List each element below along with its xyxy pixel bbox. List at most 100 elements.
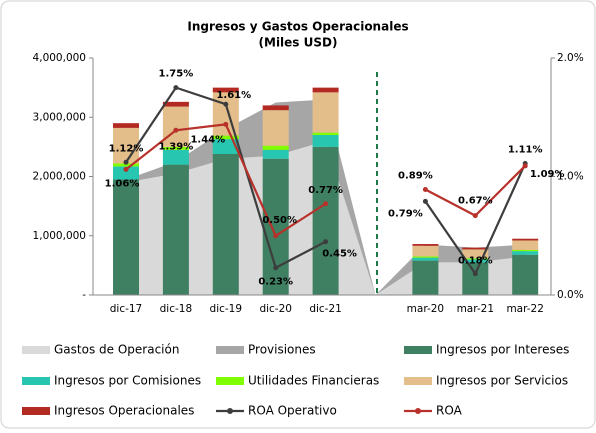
bar [212,135,239,140]
bar [312,146,339,295]
bar [512,251,539,255]
legend-label: ROA [436,404,463,418]
bar [212,92,239,136]
bar [262,110,289,146]
bar [312,92,339,133]
legend-swatch [22,377,50,385]
point [223,101,229,107]
legend-label: Utilidades Financieras [248,374,379,388]
bar [462,262,489,295]
data-label: 1.39% [159,141,194,152]
y2-tick-label: 2.0% [557,52,584,64]
bar [162,164,189,295]
y2-tick-label: 1.0% [557,171,584,183]
data-label: 1.09% [530,169,565,180]
bar [412,245,439,257]
point [173,127,179,133]
data-label: 1.06% [105,178,140,189]
bar [113,166,139,180]
x-tick-label: mar-22 [506,303,543,315]
legend-swatch [216,377,244,385]
bar [113,127,139,164]
bar [262,145,289,150]
bar [162,149,189,165]
point [273,233,279,239]
point [123,159,129,165]
x-tick-label: dic-18 [160,303,193,315]
bar [162,146,189,150]
bar [512,249,539,252]
legend-swatch [404,346,432,354]
bar [412,256,439,258]
bar [113,179,139,295]
y-tick-label: 4,000,000 [33,52,86,64]
data-label: 0.50% [262,215,297,226]
point [472,271,478,277]
bar [312,87,339,93]
data-label: 0.18% [458,256,493,267]
y-tick-label: 2,000,000 [33,171,86,183]
bar [512,254,539,295]
x-tick-label: dic-19 [210,303,243,315]
bar [412,244,439,246]
legend-label: Ingresos Operacionales [54,404,194,418]
data-label: 1.44% [190,134,225,145]
legend-label: Ingresos por Servicios [436,374,568,388]
bar [212,139,239,154]
bar [462,247,489,250]
x-tick-label: mar-21 [457,303,494,315]
legend-swatch [227,408,233,414]
legend-label: Ingresos por Intereses [436,343,569,357]
legend-label: ROA Operativo [248,404,337,418]
data-label: 1.61% [216,90,251,101]
y-tick-label: 3,000,000 [33,111,86,123]
chart-title: Ingresos y Gastos Operacionales [187,20,408,34]
data-label: 0.23% [258,277,293,288]
bar [462,249,489,259]
legend-swatch [216,346,244,354]
chart-subtitle: (Miles USD) [259,36,338,50]
bar [462,258,489,260]
point [472,213,478,219]
data-label: 1.75% [159,69,194,80]
x-tick-label: mar-20 [407,303,444,315]
legend-swatch [404,377,432,385]
data-label: 0.67% [458,196,493,207]
point [522,163,528,169]
point [323,201,329,207]
legend-label: Provisiones [248,343,316,357]
bar [512,238,539,241]
data-label: 0.89% [398,171,433,182]
bar [262,158,289,295]
data-label: 0.45% [322,249,357,260]
bar [212,87,239,93]
x-tick-label: dic-17 [110,303,143,315]
plot [113,85,539,295]
data-label: 0.77% [308,185,343,196]
y2-tick-label: 0.0% [557,289,584,301]
bar [262,149,289,159]
point [323,239,329,245]
bar [412,260,439,295]
bar [113,163,139,167]
legend-swatch [415,408,421,414]
point [273,265,279,271]
x-tick-label: dic-20 [259,303,292,315]
bar [113,123,139,128]
bar [462,259,489,263]
legend-swatch [22,346,50,354]
legend-swatch [22,407,50,415]
bar [312,135,339,147]
bar [412,257,439,261]
bar [312,132,339,136]
x-tick-label: dic-21 [309,303,342,315]
point [422,198,428,204]
bar [162,101,189,107]
legend-label: Ingresos por Comisiones [54,374,201,388]
data-label: 1.11% [508,144,543,155]
legend-label: Gastos de Operación [54,343,179,357]
y-tick-label: 1,000,000 [33,230,86,242]
point [123,166,129,172]
point [223,121,229,127]
